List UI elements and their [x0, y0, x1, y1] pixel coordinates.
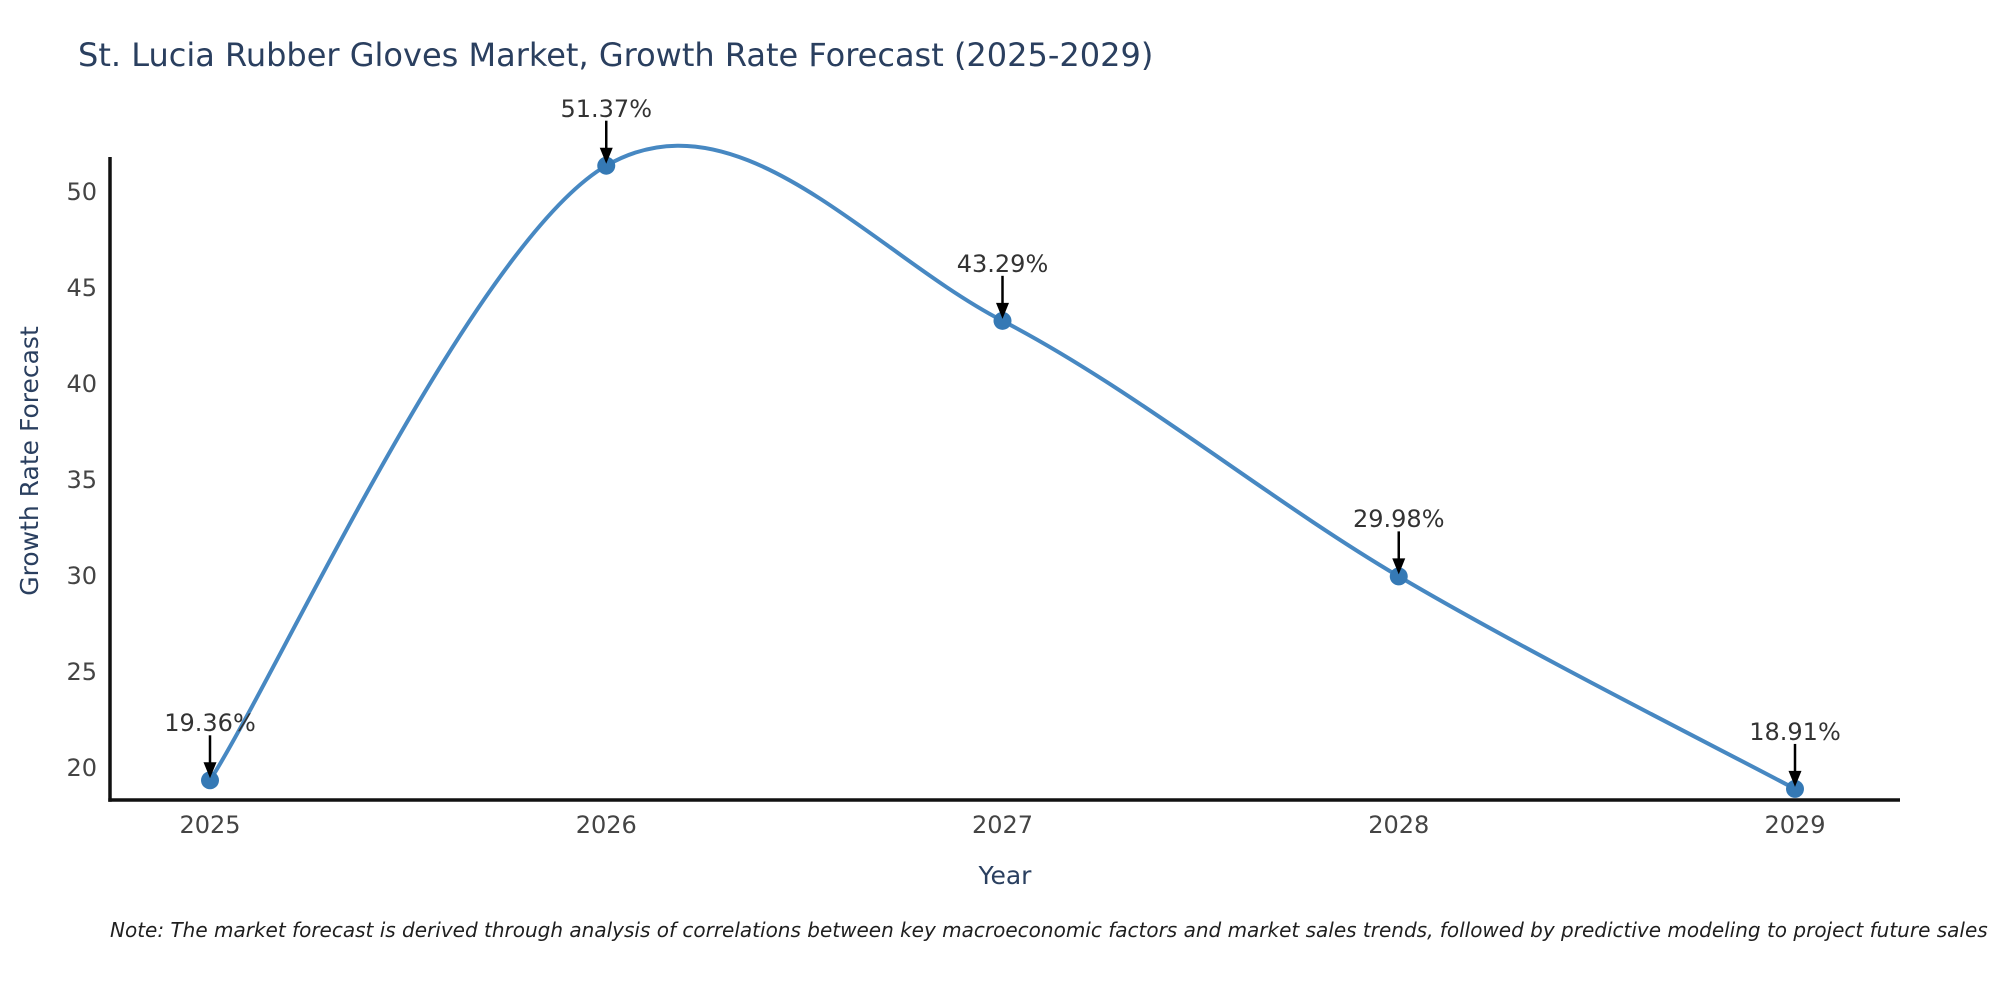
x-tick-label-2025: 2025: [179, 811, 241, 839]
y-tick-label-40: 40: [66, 370, 97, 398]
y-tick-label-50: 50: [66, 178, 97, 206]
point-label-2025: 19.36%: [164, 709, 256, 738]
data-point-2025[interactable]: [201, 771, 219, 790]
data-point-2027[interactable]: [993, 311, 1012, 330]
x-tick-label-2028: 2028: [1368, 811, 1430, 839]
point-label-2027: 43.29%: [956, 249, 1049, 278]
annotation-arrowhead: [203, 762, 217, 779]
series-line: [208, 143, 1797, 791]
x-axis-title: Year: [978, 861, 1032, 890]
annotation-arrowhead: [1392, 558, 1406, 575]
annotation-arrowhead: [1788, 770, 1802, 787]
data-point-2026[interactable]: [597, 156, 616, 175]
y-tick-label-45: 45: [66, 274, 97, 302]
point-label-2029: 18.91%: [1749, 717, 1841, 746]
y-tick-label-35: 35: [66, 466, 97, 494]
point-label-2026: 51.37%: [560, 94, 652, 123]
x-tick-label-2026: 2026: [575, 811, 637, 839]
x-tick-label-2029: 2029: [1764, 811, 1826, 839]
y-tick-label-30: 30: [66, 562, 97, 590]
annotation-arrowhead: [599, 147, 613, 164]
data-point-2029[interactable]: [1786, 779, 1804, 798]
annotation-arrows: [203, 120, 1802, 787]
footnote: Note: The market forecast is derived thr…: [110, 918, 1988, 942]
y-axis-title: Growth Rate Forecast: [15, 326, 44, 596]
y-tick-label-20: 20: [66, 754, 97, 782]
series-markers: [201, 156, 1804, 798]
chart-title: St. Lucia Rubber Gloves Market, Growth R…: [78, 36, 1154, 74]
data-point-2028[interactable]: [1389, 567, 1408, 586]
y-tick-label-25: 25: [66, 658, 97, 686]
annotation-arrowhead: [996, 302, 1009, 319]
x-tick-label-2027: 2027: [971, 811, 1034, 839]
point-label-2028: 29.98%: [1352, 505, 1445, 534]
